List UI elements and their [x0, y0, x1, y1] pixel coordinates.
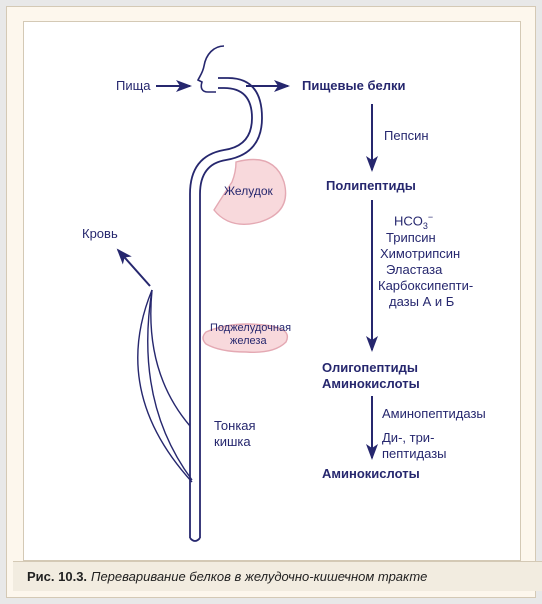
tract-bottom — [190, 538, 200, 541]
label-ditri-2: пептидазы — [382, 446, 447, 462]
label-chymotrypsin: Химотрипсин — [380, 246, 460, 262]
label-pancreas-2: железа — [230, 335, 267, 349]
label-stomach: Желудок — [224, 184, 273, 199]
label-polypeptides: Полипептиды — [326, 178, 416, 194]
arrow-blood — [118, 250, 150, 286]
label-oligo: Олигопептиды — [322, 360, 418, 376]
caption-bar: Рис. 10.3. Переваривание белков в желудо… — [13, 561, 542, 591]
caption-number: Рис. 10.3. — [27, 569, 87, 584]
label-blood: Кровь — [82, 226, 118, 242]
label-proteins: Пищевые белки — [302, 78, 406, 94]
label-carboxy-a: Карбоксипепти- — [378, 278, 473, 294]
label-intestine-2: кишка — [214, 434, 251, 450]
label-pepsin: Пепсин — [384, 128, 429, 144]
label-elastase: Эластаза — [386, 262, 442, 278]
figure-frame: Пища Пищевые белки Пепсин Полипептиды Же… — [6, 6, 536, 598]
blood-curve-3 — [151, 290, 190, 426]
label-intestine-1: Тонкая — [214, 418, 256, 434]
label-pancreas-1: Поджелудочная — [210, 322, 291, 336]
hco3-sup: − — [428, 212, 433, 222]
figure-panel: Пища Пищевые белки Пепсин Полипептиды Же… — [23, 21, 521, 561]
label-carboxy-b: дазы А и Б — [389, 294, 454, 310]
label-oligo-amino: Аминокислоты — [322, 376, 420, 392]
label-ditri-1: Ди-, три- — [382, 430, 434, 446]
blood-curve-1 — [148, 290, 192, 480]
label-aminopeptidases: Аминопептидазы — [382, 406, 486, 422]
head-profile — [198, 46, 224, 92]
tract-outer — [200, 78, 262, 538]
label-amino-final: Аминокислоты — [322, 466, 420, 482]
caption-text: Переваривание белков в желудочно-кишечно… — [91, 569, 427, 584]
label-trypsin: Трипсин — [386, 230, 436, 246]
hco3-base: HCO — [394, 213, 423, 228]
label-food: Пища — [116, 78, 151, 94]
